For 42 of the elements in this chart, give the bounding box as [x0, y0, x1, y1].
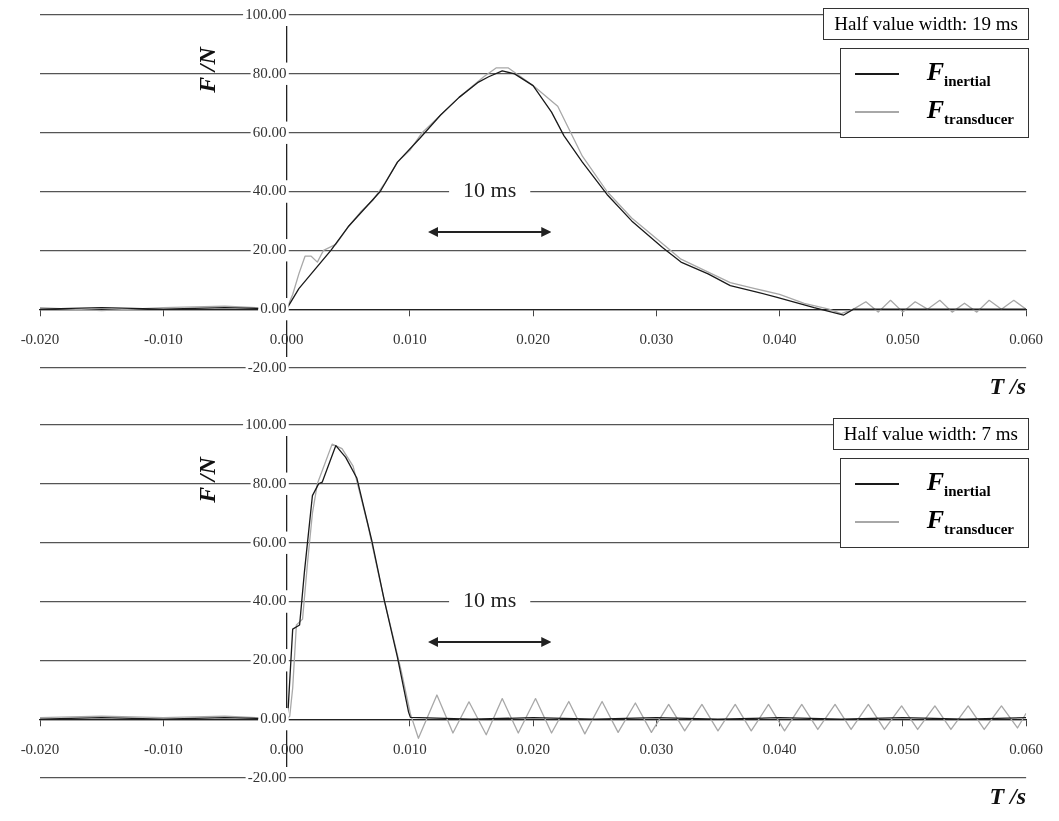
x-axis-title: T /s: [989, 373, 1027, 400]
legend-label: F$_{transducer}$: [926, 505, 1014, 539]
annotation: Half value width: 19 ms: [823, 8, 1029, 40]
y-axis-title: F /N: [193, 45, 220, 94]
y-tick-label: 0.00: [260, 300, 287, 317]
legend-label: F$_{inertial}$: [926, 57, 991, 91]
annotation: 10 ms: [463, 587, 517, 613]
x-tick-label: 0.030: [639, 331, 674, 348]
y-tick-label: 20.00: [252, 651, 287, 668]
x-tick-label: 0.020: [516, 741, 550, 758]
y-tick-label: -20.00: [247, 768, 287, 785]
x-tick-label: 0.040: [762, 331, 797, 348]
x-axis-title: T /s: [989, 783, 1027, 810]
y-tick-label: 100.00: [245, 415, 287, 432]
x-tick-label: 0.020: [516, 331, 550, 348]
annotation: Half value width: 7 ms: [832, 418, 1029, 450]
x-tick-label: -0.020: [20, 741, 60, 758]
y-tick-label: 0.00: [260, 710, 287, 727]
legend-label: F$_{transducer}$: [926, 95, 1014, 129]
x-tick-label: -0.010: [143, 741, 183, 758]
x-tick-label: 0.040: [762, 741, 797, 758]
y-tick-label: 60.00: [252, 123, 287, 140]
y-tick-label: 20.00: [252, 241, 287, 258]
y-tick-label: 60.00: [252, 533, 287, 550]
x-tick-label: 0.030: [639, 741, 674, 758]
y-tick-label: 80.00: [252, 474, 287, 491]
y-tick-label: 40.00: [252, 182, 287, 199]
y-tick-label: -20.00: [247, 358, 287, 375]
y-axis-title: F /N: [193, 455, 220, 504]
annotation: 10 ms: [463, 177, 517, 203]
y-tick-label: 40.00: [252, 592, 287, 609]
x-tick-label: -0.010: [143, 331, 183, 348]
x-tick-label: 0.050: [885, 741, 920, 758]
x-tick-label: 0.010: [392, 331, 427, 348]
x-tick-label: -0.020: [20, 331, 60, 348]
x-tick-label: 0.060: [1009, 331, 1043, 348]
x-tick-label: 0.060: [1009, 741, 1043, 758]
y-tick-label: 80.00: [252, 64, 287, 81]
x-tick-label: 0.010: [392, 741, 427, 758]
legend-label: F$_{inertial}$: [926, 467, 991, 501]
y-tick-label: 100.00: [245, 5, 287, 22]
x-tick-label: 0.050: [885, 331, 920, 348]
